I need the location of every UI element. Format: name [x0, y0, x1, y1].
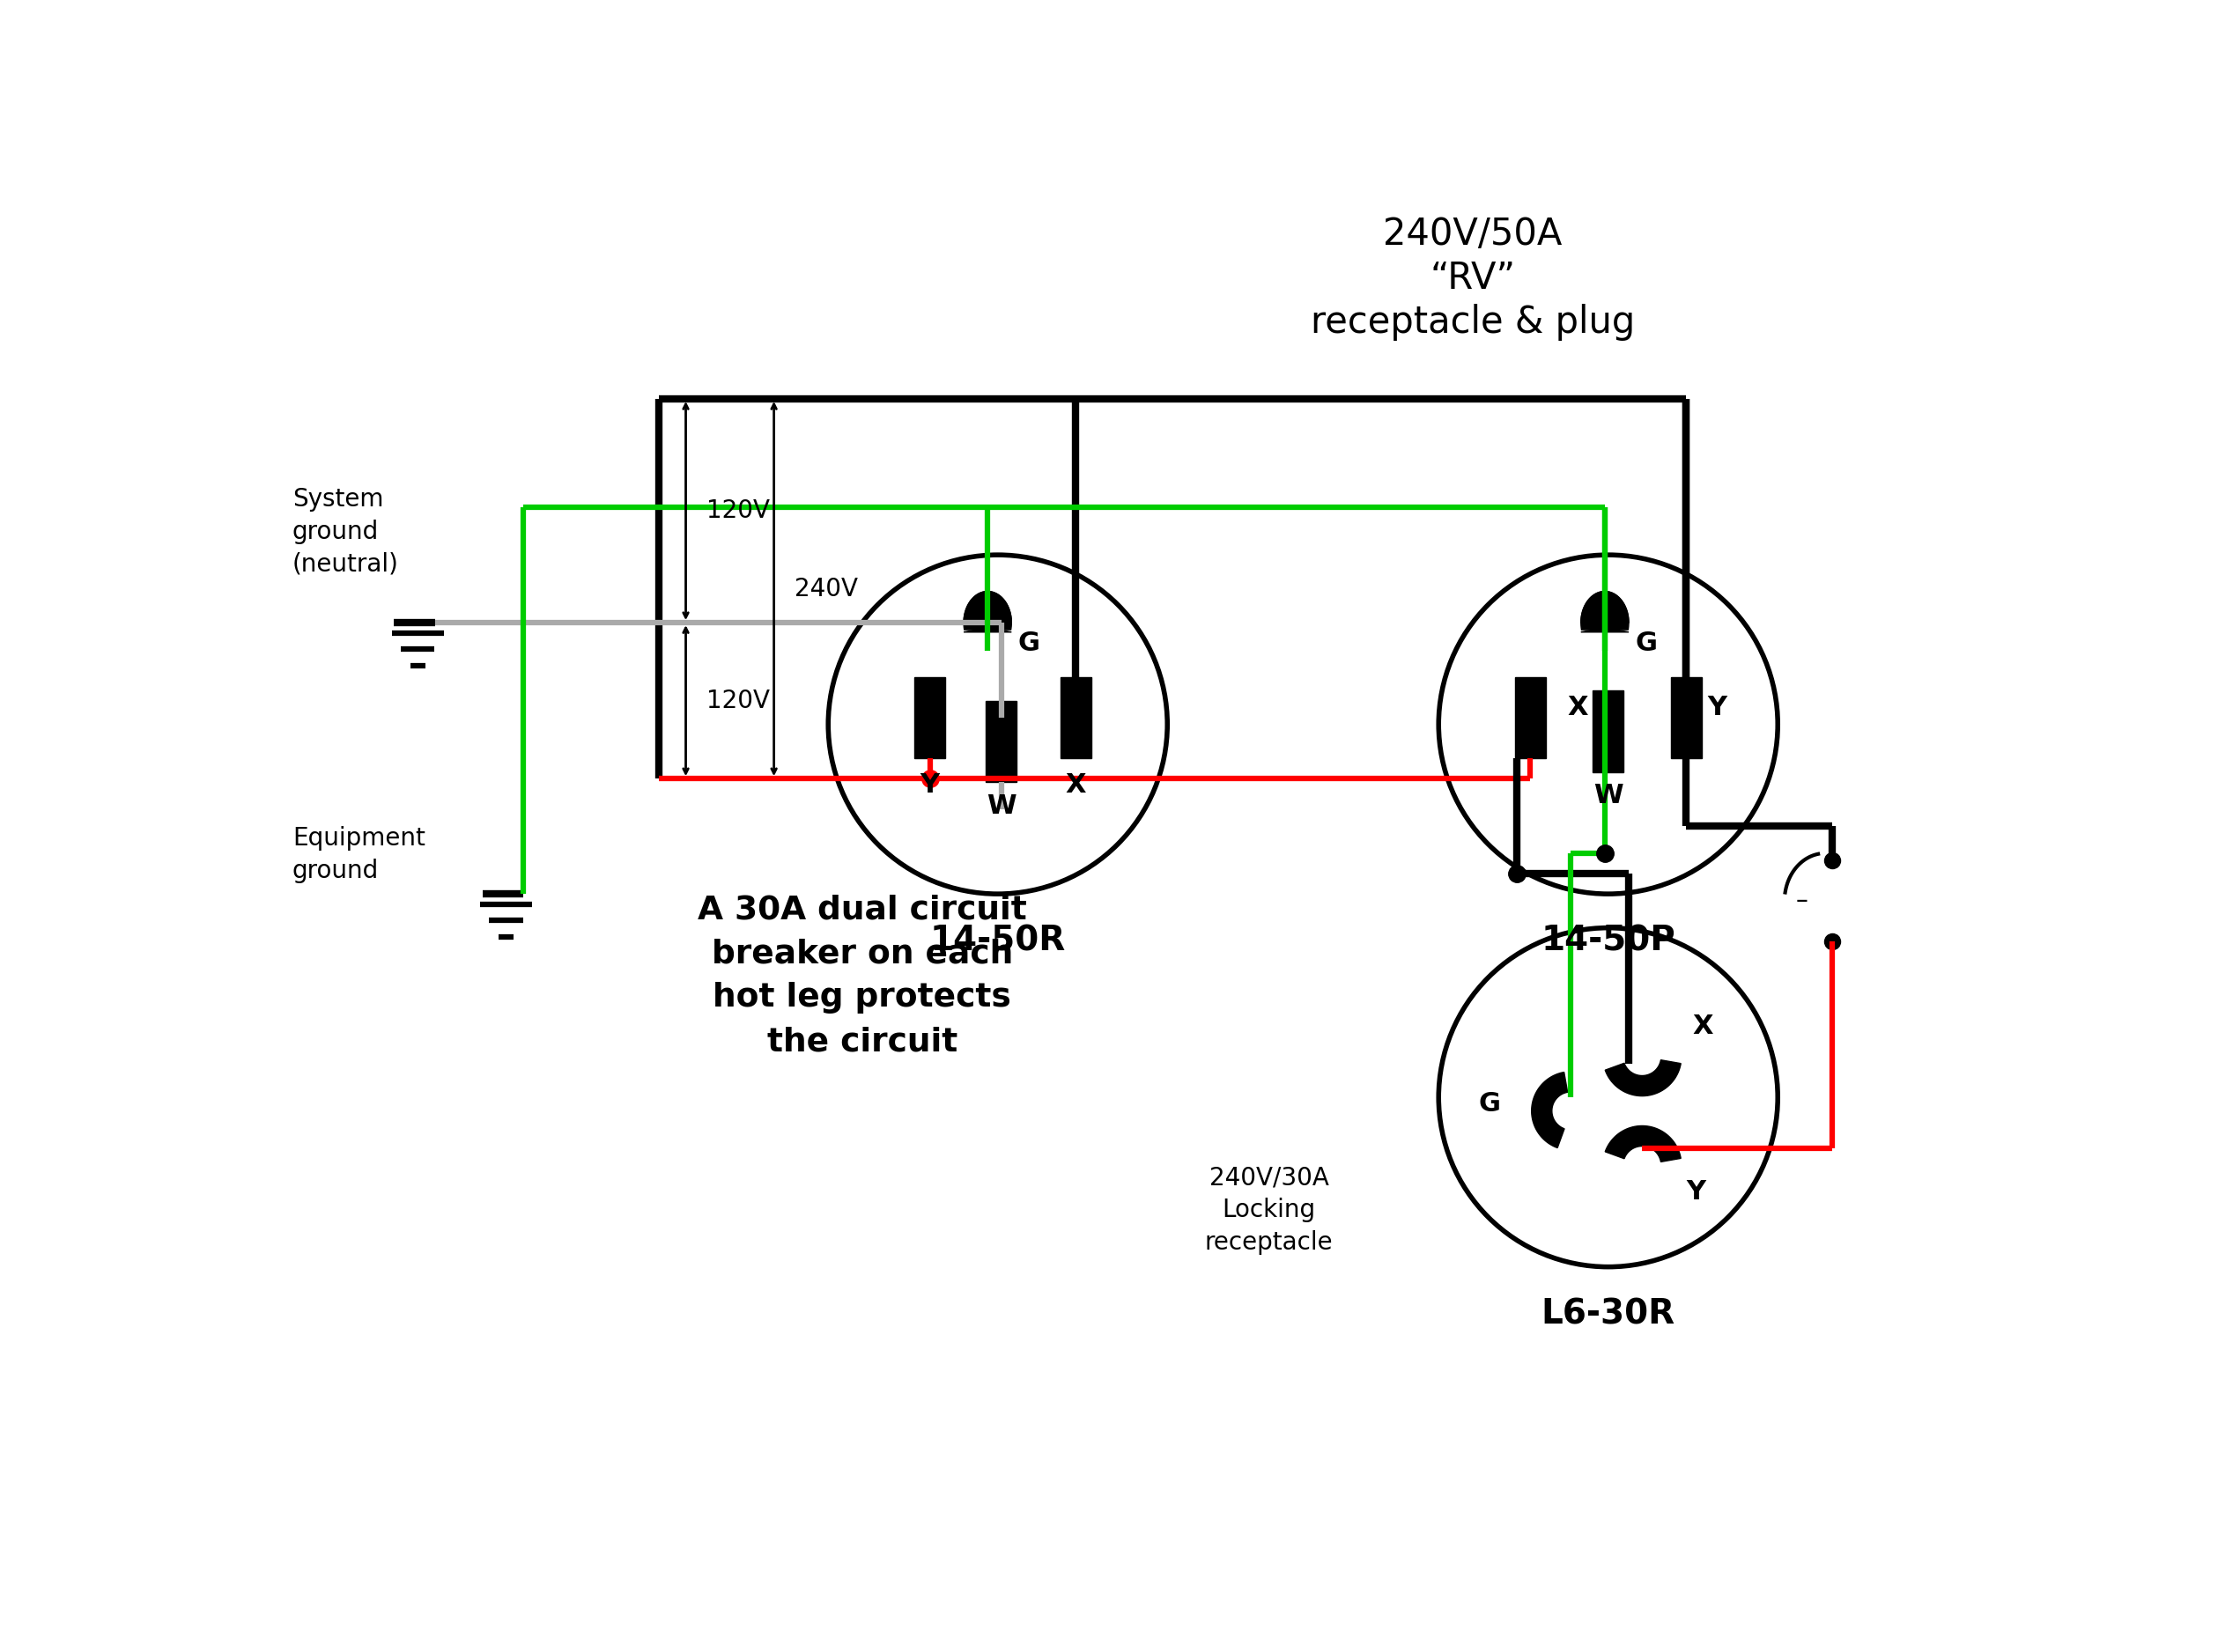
Bar — [914, 677, 945, 758]
Text: X: X — [1568, 695, 1588, 720]
Polygon shape — [963, 591, 1012, 654]
Bar — [1593, 691, 1624, 771]
Text: System
ground
(neutral): System ground (neutral) — [293, 487, 399, 577]
Polygon shape — [1606, 1061, 1680, 1095]
Text: G: G — [1635, 631, 1658, 656]
Bar — [1060, 677, 1091, 758]
Polygon shape — [1581, 591, 1628, 633]
Bar — [1671, 677, 1702, 758]
Polygon shape — [1606, 1125, 1680, 1161]
Text: “RV”: “RV” — [1429, 259, 1514, 297]
Text: 240V/50A: 240V/50A — [1382, 216, 1561, 253]
Polygon shape — [1532, 1072, 1568, 1148]
Text: 120V: 120V — [706, 689, 771, 714]
Bar — [1514, 677, 1546, 758]
Text: L6-30R: L6-30R — [1541, 1297, 1676, 1332]
Text: G: G — [1019, 631, 1039, 656]
Polygon shape — [1581, 591, 1628, 654]
Polygon shape — [1581, 629, 1628, 654]
Text: A 30A dual circuit
breaker on each
hot leg protects
the circuit: A 30A dual circuit breaker on each hot l… — [697, 894, 1026, 1057]
Text: 240V/30A
Locking
receptacle: 240V/30A Locking receptacle — [1205, 1165, 1333, 1254]
Text: receptacle & plug: receptacle & plug — [1310, 304, 1635, 340]
Text: W: W — [1593, 783, 1624, 808]
Text: 14-50R: 14-50R — [930, 925, 1066, 958]
Text: G: G — [1478, 1092, 1501, 1117]
Text: W: W — [986, 793, 1017, 818]
Text: X: X — [1693, 1013, 1714, 1039]
Text: Y: Y — [1707, 695, 1727, 720]
Bar — [986, 700, 1017, 781]
Text: –: – — [1796, 889, 1808, 914]
Text: X: X — [1066, 773, 1086, 798]
Text: 120V: 120V — [706, 499, 771, 524]
Text: Equipment
ground: Equipment ground — [293, 826, 426, 884]
Polygon shape — [963, 629, 1012, 654]
Text: 14-50P: 14-50P — [1541, 925, 1676, 958]
Text: 240V: 240V — [795, 577, 858, 601]
Text: Y: Y — [1687, 1180, 1707, 1204]
Polygon shape — [963, 591, 1012, 633]
Text: Y: Y — [921, 773, 939, 798]
